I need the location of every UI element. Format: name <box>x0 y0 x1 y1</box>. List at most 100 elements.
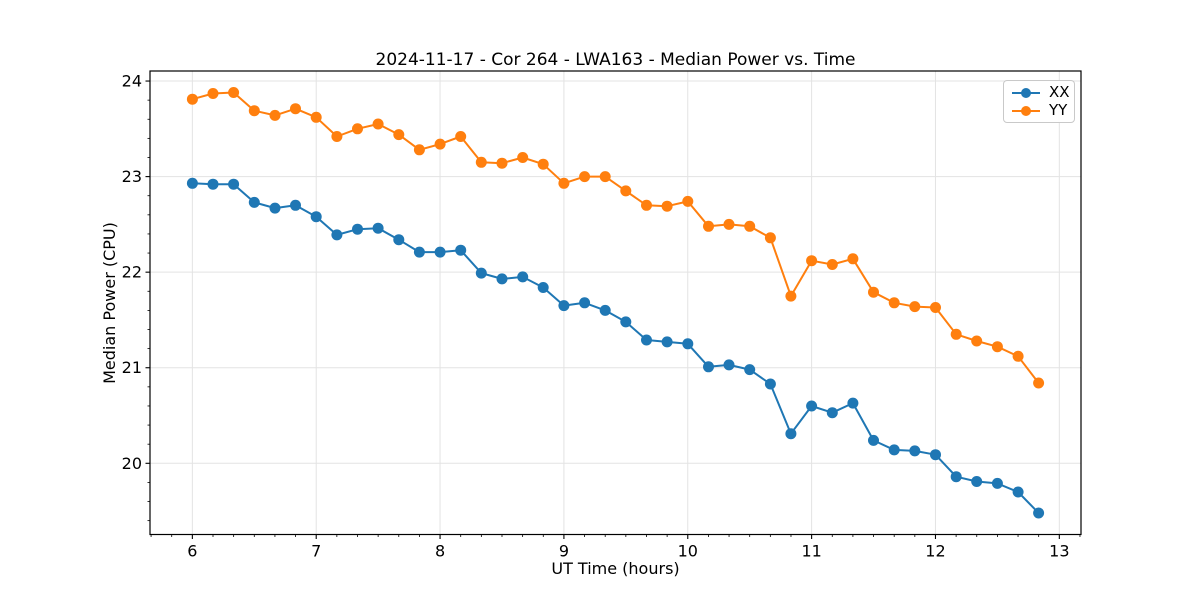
data-point-xx <box>641 334 652 346</box>
data-point-xx <box>599 304 611 316</box>
data-point-yy <box>1033 377 1045 389</box>
data-point-xx <box>1012 486 1024 498</box>
x-tick-label: 11 <box>801 542 821 561</box>
data-point-yy <box>228 87 240 98</box>
data-point-xx <box>186 177 198 189</box>
data-point-xx <box>971 476 983 487</box>
data-point-yy <box>475 156 487 168</box>
data-point-xx <box>826 407 838 419</box>
data-point-xx <box>909 445 921 457</box>
data-point-xx <box>744 364 756 376</box>
data-point-yy <box>930 302 941 313</box>
data-point-yy <box>393 129 405 141</box>
data-point-yy <box>352 123 363 135</box>
data-point-yy <box>744 220 756 232</box>
data-point-xx <box>785 428 797 440</box>
data-point-yy <box>826 259 838 270</box>
legend-label-yy: YY <box>1049 101 1068 119</box>
x-axis-label: UT Time (hours) <box>551 559 680 578</box>
y-tick-label: 20 <box>122 454 142 473</box>
data-point-xx <box>991 477 1003 489</box>
data-point-xx <box>847 397 859 409</box>
data-point-xx <box>290 199 301 211</box>
data-point-yy <box>723 218 735 230</box>
data-point-xx <box>537 282 549 293</box>
data-point-yy <box>682 195 694 207</box>
data-point-yy <box>599 171 611 183</box>
data-point-yy <box>764 232 776 244</box>
data-point-yy <box>806 255 818 267</box>
data-point-yy <box>950 328 962 340</box>
data-point-yy <box>290 103 301 115</box>
legend-swatch-xx-icon <box>1012 87 1040 98</box>
series-line-yy <box>192 91 1040 384</box>
data-point-yy <box>331 131 343 142</box>
x-tick-label: 6 <box>187 542 197 561</box>
data-point-yy <box>186 93 198 105</box>
data-point-xx <box>661 336 673 348</box>
data-point-yy <box>579 171 591 183</box>
data-point-xx <box>228 178 240 190</box>
data-point-yy <box>868 286 879 298</box>
data-point-xx <box>764 378 776 390</box>
axes-spines <box>149 70 1082 536</box>
data-point-xx <box>352 223 363 235</box>
legend-item-xx: XX <box>1010 85 1070 100</box>
x-tick-label: 9 <box>559 542 569 561</box>
legend-label-xx: XX <box>1049 83 1070 101</box>
data-point-yy <box>269 109 281 121</box>
data-point-xx <box>393 234 405 246</box>
data-point-yy <box>310 111 322 123</box>
data-point-yy <box>372 118 384 130</box>
data-point-xx <box>723 359 735 371</box>
data-point-yy <box>641 199 652 211</box>
y-tick-label: 22 <box>122 263 142 282</box>
data-point-yy <box>496 157 508 169</box>
data-point-xx <box>331 229 343 241</box>
data-point-xx <box>682 338 694 350</box>
data-point-yy <box>620 185 632 197</box>
data-point-xx <box>868 434 879 446</box>
data-point-xx <box>579 297 591 309</box>
data-point-yy <box>517 152 529 163</box>
data-point-yy <box>537 158 549 170</box>
data-point-xx <box>372 222 384 234</box>
legend-item-yy: YY <box>1010 103 1070 118</box>
data-point-xx <box>455 244 467 256</box>
data-point-yy <box>991 341 1003 353</box>
y-tick-label: 24 <box>122 72 142 91</box>
data-point-xx <box>517 271 529 283</box>
data-point-yy <box>558 177 570 189</box>
data-point-yy <box>1012 350 1024 362</box>
data-point-xx <box>248 196 260 208</box>
data-point-xx <box>207 178 219 190</box>
data-point-xx <box>434 246 446 258</box>
data-point-xx <box>310 211 322 223</box>
data-point-yy <box>888 297 900 309</box>
x-tick-label: 12 <box>925 542 945 561</box>
x-tick-label: 13 <box>1049 542 1069 561</box>
data-point-xx <box>558 300 570 312</box>
data-point-xx <box>950 471 962 483</box>
legend-swatch-yy-icon <box>1012 105 1040 116</box>
data-point-xx <box>930 449 941 461</box>
y-tick-label: 21 <box>122 358 142 377</box>
data-point-xx <box>269 202 281 214</box>
legend: XX YY <box>1003 80 1075 123</box>
data-point-xx <box>703 361 714 373</box>
data-point-xx <box>1033 507 1045 519</box>
data-point-xx <box>413 246 425 258</box>
x-tick-label: 8 <box>435 542 445 561</box>
chart-title: 2024-11-17 - Cor 264 - LWA163 - Median P… <box>375 50 856 70</box>
data-point-xx <box>806 400 818 412</box>
data-point-xx <box>475 267 487 279</box>
data-point-yy <box>703 220 714 232</box>
data-point-yy <box>847 253 859 265</box>
x-tick-label: 7 <box>311 542 321 561</box>
data-point-yy <box>785 290 797 302</box>
y-tick-label: 23 <box>122 167 142 186</box>
x-tick-label: 10 <box>678 542 698 561</box>
data-point-xx <box>888 444 900 456</box>
